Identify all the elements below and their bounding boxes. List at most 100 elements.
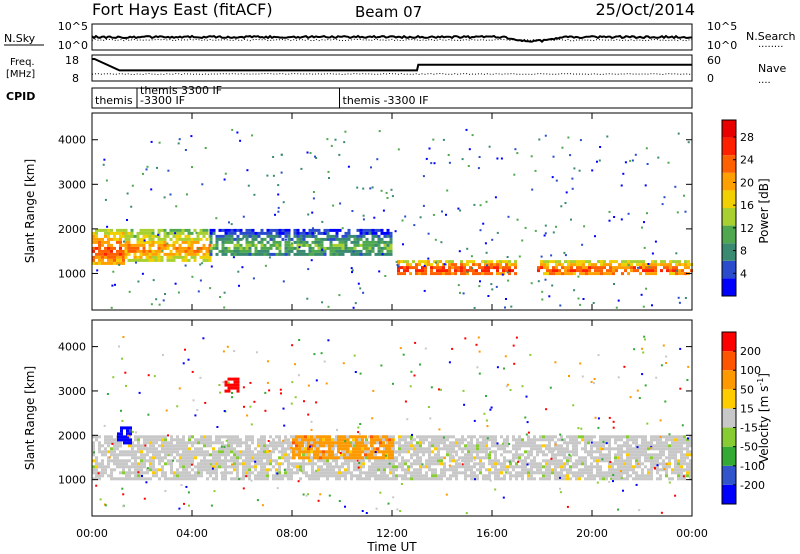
heatmap-cell xyxy=(373,216,376,219)
heatmap-cell xyxy=(436,272,439,276)
heatmap-cell xyxy=(95,435,98,439)
heatmap-cell xyxy=(413,474,416,478)
heatmap-cell xyxy=(644,453,647,457)
heatmap-cell xyxy=(129,426,132,430)
heatmap-cell xyxy=(482,462,485,466)
heatmap-cell xyxy=(590,435,593,439)
heatmap-cell xyxy=(224,252,228,256)
heatmap-cell xyxy=(638,509,641,512)
heatmap-cell xyxy=(190,463,193,466)
heatmap-cell xyxy=(175,231,179,235)
heatmap-cell xyxy=(392,496,395,499)
heatmap-cell xyxy=(98,246,101,250)
heatmap-cell xyxy=(425,157,428,160)
heatmap-cell xyxy=(602,444,605,448)
heatmap-cell xyxy=(260,228,264,232)
heatmap-cell xyxy=(282,407,285,410)
heatmap-cell xyxy=(339,452,342,454)
heatmap-cell xyxy=(178,249,182,253)
heatmap-cell xyxy=(254,462,257,466)
heatmap-cell xyxy=(325,438,328,442)
y-tick-label: 2000 xyxy=(58,429,86,442)
heatmap-cell xyxy=(142,246,146,250)
heatmap-cell xyxy=(488,438,491,442)
heatmap-cell xyxy=(680,468,683,472)
heatmap-cell xyxy=(347,471,350,475)
heatmap-cell xyxy=(500,447,503,451)
heatmap-cell xyxy=(194,477,197,481)
heatmap-cell xyxy=(409,385,412,388)
heatmap-cell xyxy=(107,231,110,235)
heatmap-cell xyxy=(117,432,120,436)
heatmap-cell xyxy=(650,471,653,475)
heatmap-cell xyxy=(194,447,197,451)
heatmap-cell xyxy=(187,491,190,494)
heatmap-cell xyxy=(404,444,407,448)
heatmap-cell xyxy=(386,456,389,460)
heatmap-cell xyxy=(236,456,239,460)
heatmap-cell xyxy=(182,462,185,466)
heatmap-cell xyxy=(517,460,520,463)
heatmap-cell xyxy=(620,435,623,439)
heatmap-cell xyxy=(377,252,381,256)
heatmap-cell xyxy=(674,438,677,442)
heatmap-cell xyxy=(374,462,377,466)
heatmap-cell xyxy=(460,266,463,270)
heatmap-cell xyxy=(266,231,270,235)
heatmap-cell xyxy=(352,450,355,454)
heatmap-cell xyxy=(152,453,155,457)
heatmap-cell xyxy=(503,468,506,472)
heatmap-cell xyxy=(676,269,679,272)
heatmap-cell xyxy=(537,266,540,270)
colorbar-tick-label: 8 xyxy=(740,245,747,258)
heatmap-cell xyxy=(689,471,692,475)
heatmap-cell xyxy=(449,477,452,481)
heatmap-cell xyxy=(632,471,635,475)
heatmap-cell xyxy=(182,444,185,448)
heatmap-cell xyxy=(290,471,293,475)
heatmap-cell xyxy=(361,438,364,442)
heatmap-cell xyxy=(118,345,120,348)
heatmap-cell xyxy=(354,371,357,373)
heatmap-cell xyxy=(437,447,440,451)
heatmap-cell xyxy=(359,474,362,478)
heatmap-cell xyxy=(381,253,384,256)
heatmap-cell xyxy=(424,266,427,270)
heatmap-cell xyxy=(284,252,288,256)
heatmap-cell xyxy=(308,231,312,235)
heatmap-cell xyxy=(281,462,284,466)
heatmap-cell xyxy=(170,438,173,442)
heatmap-cell xyxy=(605,438,608,442)
heatmap-cell xyxy=(491,459,494,463)
heatmap-cell xyxy=(242,468,245,472)
heatmap-cell xyxy=(284,459,287,463)
heatmap-cell xyxy=(233,231,237,235)
heatmap-cell xyxy=(157,258,161,262)
heatmap-cell xyxy=(254,456,257,460)
heatmap-cell xyxy=(575,459,578,463)
heatmap-cell xyxy=(272,243,276,247)
heatmap-cell xyxy=(341,252,345,256)
heatmap-cell xyxy=(479,459,482,463)
heatmap-cell xyxy=(236,450,239,454)
heatmap-cell xyxy=(545,453,548,457)
heatmap-cell xyxy=(485,251,488,254)
heatmap-cell xyxy=(377,228,381,232)
heatmap-cell xyxy=(124,255,128,259)
heatmap-cell xyxy=(503,459,506,463)
heatmap-cell xyxy=(313,438,316,442)
heatmap-cell xyxy=(341,246,345,250)
heatmap-cell xyxy=(353,246,357,250)
heatmap-cell xyxy=(291,381,294,384)
heatmap-cell xyxy=(104,441,107,445)
heatmap-cell xyxy=(142,240,146,244)
heatmap-cell xyxy=(636,446,639,449)
heatmap-cell xyxy=(307,384,310,387)
heatmap-cell xyxy=(307,444,310,448)
heatmap-cell xyxy=(139,228,143,232)
heatmap-cell xyxy=(508,263,511,267)
heatmap-cell xyxy=(188,447,191,451)
heatmap-cell xyxy=(337,444,340,448)
heatmap-cell xyxy=(461,463,464,466)
